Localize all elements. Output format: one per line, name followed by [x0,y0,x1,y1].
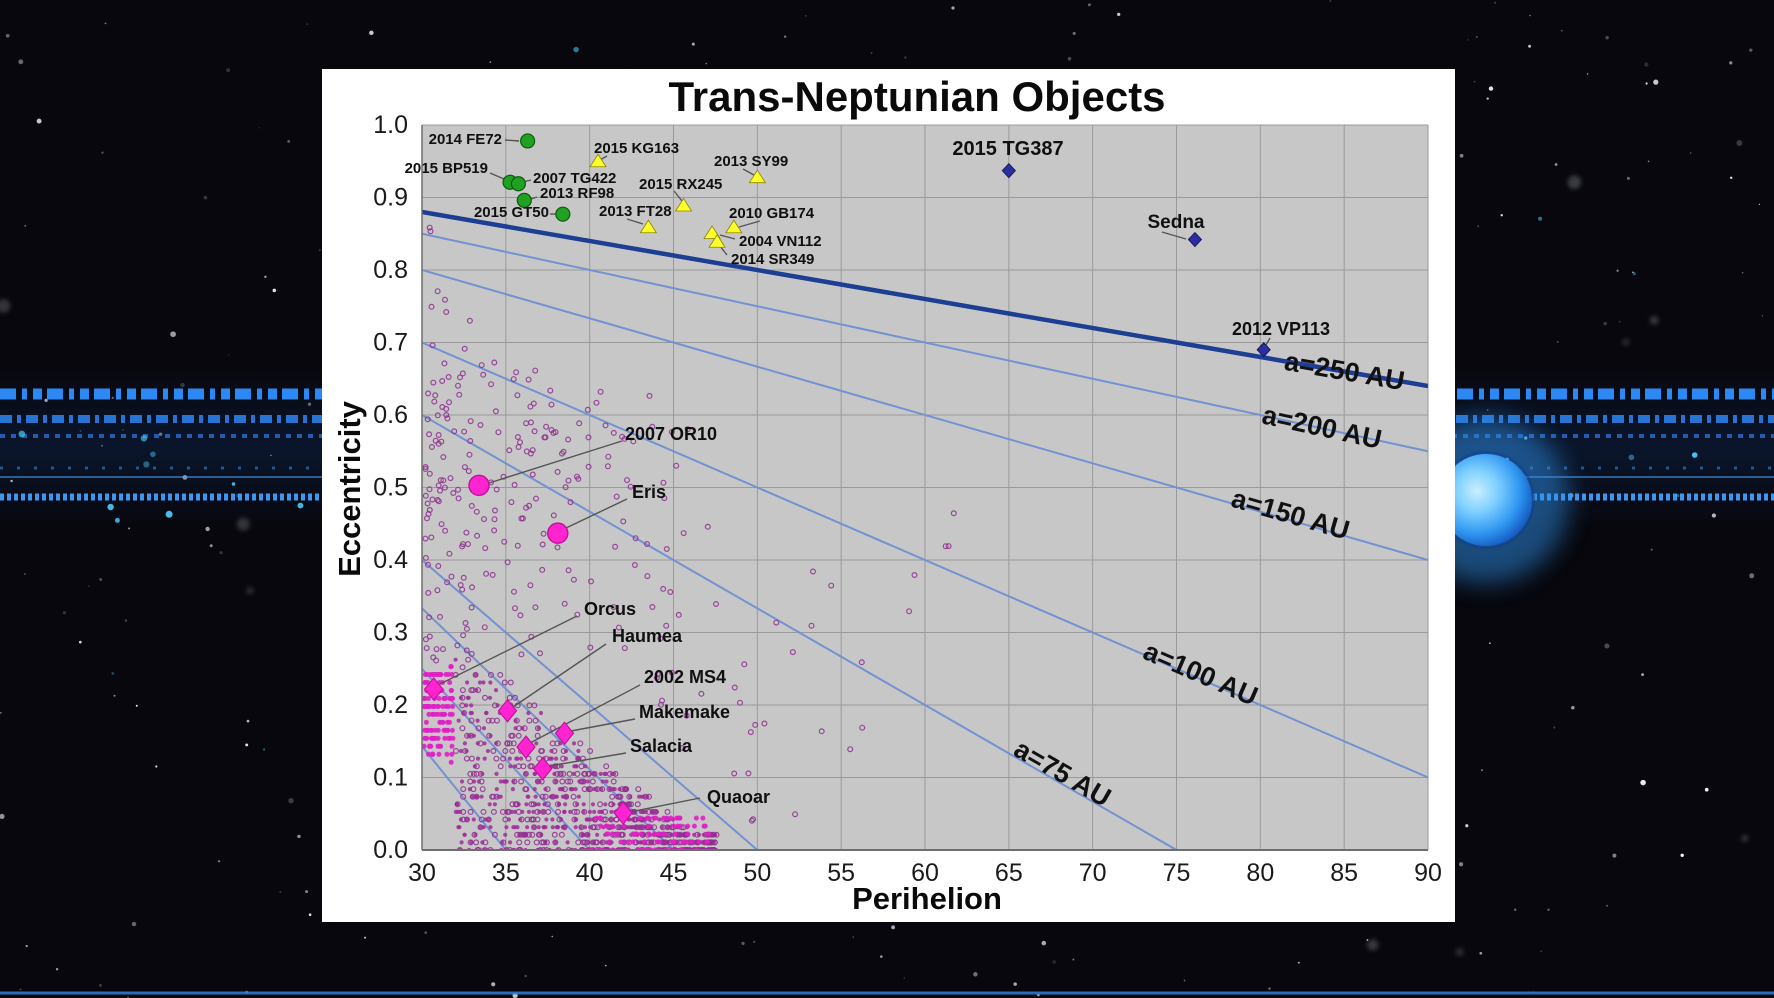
y-tick-0.5: 0.5 [373,474,408,502]
point-quaoar [613,801,633,825]
x-tick-55: 55 [827,859,855,887]
x-tick-60: 60 [911,859,939,887]
point-2007-or10 [468,474,490,497]
point-2013-ft28 [639,219,658,234]
label-2007-tg422: 2007 TG422 [533,170,616,187]
label-2007-or10: 2007 OR10 [625,424,717,444]
label-makemake: Makemake [639,702,730,722]
label-2013-rf98: 2013 RF98 [540,185,614,202]
x-tick-85: 85 [1330,859,1358,887]
x-tick-80: 80 [1246,859,1274,887]
point-2015-tg387 [1001,162,1017,179]
point-makemake [554,721,575,746]
x-tick-65: 65 [995,859,1023,887]
point-2015-kg163 [589,153,607,168]
chart-panel: a=75 AU a=100 AU a=150 AU a=200 AU a=250 AU 2… [322,69,1455,922]
point-2014-fe72 [520,133,536,149]
label-2004-vn112: 2004 VN112 [739,233,822,250]
leader-lines [439,139,1271,813]
point-orcus [423,677,444,701]
label-2015-kg163: 2015 KG163 [594,140,679,157]
label-2012-vp113: 2012 VP113 [1232,319,1330,339]
x-tick-50: 50 [743,859,771,887]
point-2013-sy99 [748,169,767,184]
label-2015-tg387: 2015 TG387 [952,138,1063,160]
point-haumea [497,698,518,723]
axis-frame [421,125,1428,851]
label-orcus: Orcus [584,599,636,619]
y-tick-0.6: 0.6 [373,401,408,429]
y-tick-0.7: 0.7 [373,329,408,357]
x-tick-labels: 30 35 40 45 50 55 60 65 70 75 80 85 90 [408,859,1442,887]
labeled-points [423,133,1271,825]
point-sedna [1187,231,1203,248]
y-axis-title: Eccentricity [332,400,367,577]
point-2007-tg422 [510,176,527,192]
chart-title: Trans-Neptunian Objects [668,73,1165,120]
tno-scatter-chart: a=75 AUa=100 AUa=150 AUa=200 AUa=250 AU2… [332,73,1442,916]
label-2013-ft28: 2013 FT28 [599,203,672,220]
y-tick-0.2: 0.2 [373,691,408,719]
label-eris: Eris [632,482,666,502]
point-2014-sr349 [708,233,726,248]
label-2002-ms4: 2002 MS4 [644,667,726,687]
y-tick-0.3: 0.3 [373,619,408,647]
label-haumea: Haumea [612,626,683,646]
point-2015-rx245 [674,197,693,212]
y-tick-1.0: 1.0 [373,111,408,139]
point-2004-vn112 [703,225,721,239]
x-tick-40: 40 [576,859,604,887]
label-salacia: Salacia [630,736,693,756]
point-2010-gb174 [725,219,743,234]
x-tick-75: 75 [1163,859,1191,887]
label-2014-fe72: 2014 FE72 [429,131,502,148]
label-quaoar: Quaoar [707,787,770,807]
x-tick-35: 35 [492,859,520,887]
y-tick-0.4: 0.4 [373,546,408,574]
label-2014-sr349: 2014 SR349 [731,251,814,268]
label-2010-gb174: 2010 GB174 [729,205,815,222]
label-2015-rx245: 2015 RX245 [639,176,722,193]
y-tick-labels: 0.0 0.1 0.2 0.3 0.4 0.5 0.6 0.7 0.8 0.9 1.0 [373,111,408,864]
y-tick-0.8: 0.8 [373,256,408,284]
y-tick-0.9: 0.9 [373,184,408,212]
x-tick-70: 70 [1079,859,1107,887]
x-axis-title: Perihelion [852,881,1002,916]
point-salacia [532,756,553,781]
y-tick-0.1: 0.1 [373,764,408,792]
y-tick-0.0: 0.0 [373,836,408,864]
label-sedna: Sedna [1147,212,1204,233]
label-2015-gt50: 2015 GT50 [474,204,549,221]
point-2012-vp113 [1256,342,1271,358]
x-tick-90: 90 [1414,859,1442,887]
point-2015-gt50 [555,206,571,222]
point-eris [547,522,569,544]
point-2013-rf98 [516,192,532,208]
label-2015-bp519: 2015 BP519 [405,160,488,177]
x-tick-30: 30 [408,859,436,887]
label-2013-sy99: 2013 SY99 [714,153,788,170]
x-tick-45: 45 [660,859,688,887]
point-2002-ms4 [516,735,536,759]
